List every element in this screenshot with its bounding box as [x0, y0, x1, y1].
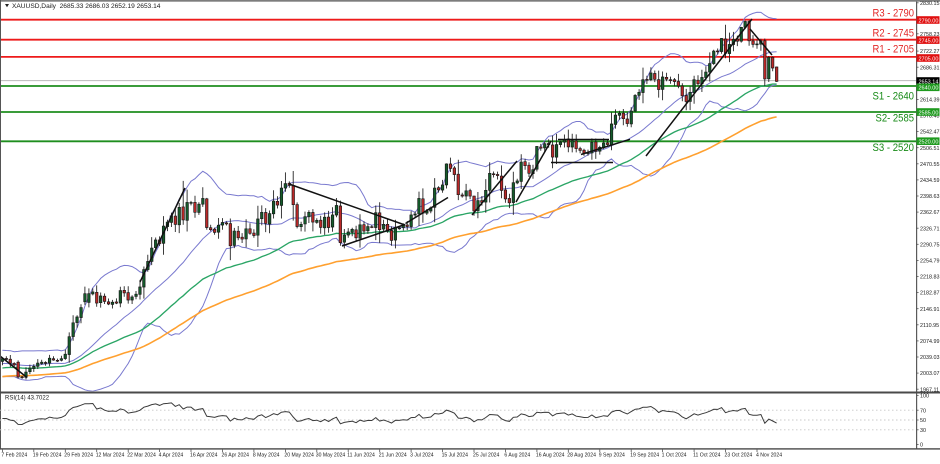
svg-text:2398.63: 2398.63: [920, 194, 940, 200]
svg-text:22 Mar 2024: 22 Mar 2024: [127, 453, 156, 459]
svg-text:2146.91: 2146.91: [920, 307, 940, 313]
svg-text:2542.47: 2542.47: [920, 130, 940, 136]
svg-text:2254.79: 2254.79: [920, 259, 940, 265]
svg-text:S2- 2585: S2- 2585: [876, 113, 915, 125]
svg-text:2003.07: 2003.07: [920, 371, 940, 377]
svg-text:2074.99: 2074.99: [920, 339, 940, 345]
svg-text:16 Aug 2024: 16 Aug 2024: [536, 453, 565, 459]
svg-text:19 Sep 2024: 19 Sep 2024: [630, 453, 659, 459]
svg-text:12 Mar 2024: 12 Mar 2024: [96, 453, 125, 459]
svg-text:20 May 2024: 20 May 2024: [284, 453, 314, 459]
svg-text:4 Apr 2024: 4 Apr 2024: [159, 453, 184, 459]
svg-text:XAUUSD,Daily 2685.33 2686.03: XAUUSD,Daily 2685.33 2686.03 2652.19 265…: [12, 3, 161, 10]
svg-text:2039.03: 2039.03: [920, 355, 940, 361]
svg-text:30 May 2024: 30 May 2024: [316, 453, 346, 459]
svg-text:0: 0: [920, 443, 923, 449]
svg-text:2520.00: 2520.00: [919, 140, 939, 146]
svg-text:2745.00: 2745.00: [919, 38, 939, 44]
svg-text:70: 70: [920, 408, 926, 414]
svg-text:2705.00: 2705.00: [919, 56, 939, 62]
svg-text:2326.71: 2326.71: [920, 226, 940, 232]
svg-text:19 Feb 2024: 19 Feb 2024: [33, 453, 62, 459]
svg-text:1 Oct 2024: 1 Oct 2024: [662, 453, 687, 459]
svg-text:R2 - 2745: R2 - 2745: [873, 27, 915, 39]
svg-text:2182.87: 2182.87: [920, 291, 940, 297]
svg-text:2686.31: 2686.31: [920, 65, 940, 71]
svg-text:8 May 2024: 8 May 2024: [253, 453, 280, 459]
svg-text:2722.27: 2722.27: [920, 49, 940, 55]
svg-text:29 Feb 2024: 29 Feb 2024: [64, 453, 93, 459]
svg-text:23 Oct 2024: 23 Oct 2024: [725, 453, 753, 459]
svg-text:2218.83: 2218.83: [920, 275, 940, 281]
svg-text:2578.43: 2578.43: [920, 114, 940, 120]
svg-text:2640.00: 2640.00: [919, 86, 939, 92]
svg-text:1967.11: 1967.11: [920, 387, 939, 393]
svg-text:21 Jun 2024: 21 Jun 2024: [379, 453, 407, 459]
svg-text:R1 - 2705: R1 - 2705: [873, 44, 915, 56]
svg-text:100: 100: [920, 394, 929, 400]
svg-text:25 Jul 2024: 25 Jul 2024: [473, 453, 500, 459]
svg-text:2434.59: 2434.59: [920, 178, 940, 184]
svg-text:2790.00: 2790.00: [919, 18, 939, 24]
svg-text:6 Aug 2024: 6 Aug 2024: [504, 453, 530, 459]
svg-text:15 Jul 2024: 15 Jul 2024: [442, 453, 469, 459]
svg-text:4 Nov 2024: 4 Nov 2024: [756, 453, 782, 459]
svg-text:2290.75: 2290.75: [920, 242, 940, 248]
svg-text:2585.00: 2585.00: [919, 110, 939, 116]
svg-text:2758.23: 2758.23: [920, 32, 940, 38]
svg-text:9 Sep 2024: 9 Sep 2024: [599, 453, 625, 459]
svg-text:50: 50: [920, 418, 926, 424]
svg-text:26 Apr 2024: 26 Apr 2024: [222, 453, 250, 459]
svg-text:S1 - 2640: S1 - 2640: [873, 91, 915, 103]
svg-text:S3 - 2520: S3 - 2520: [873, 142, 915, 154]
svg-text:2506.51: 2506.51: [920, 146, 940, 152]
svg-text:2110.95: 2110.95: [920, 323, 939, 329]
svg-text:30: 30: [920, 428, 926, 434]
svg-text:28 Aug 2024: 28 Aug 2024: [567, 453, 596, 459]
svg-text:11 Oct 2024: 11 Oct 2024: [693, 453, 721, 459]
svg-text:7 Feb 2024: 7 Feb 2024: [1, 453, 27, 459]
svg-text:3 Jul 2024: 3 Jul 2024: [410, 453, 434, 459]
svg-text:11 Jun 2024: 11 Jun 2024: [347, 453, 375, 459]
svg-text:R3 - 2790: R3 - 2790: [873, 8, 915, 20]
svg-text:2362.67: 2362.67: [920, 210, 940, 216]
svg-text:RSI(14) 43.7022: RSI(14) 43.7022: [5, 396, 50, 402]
svg-text:2830.15: 2830.15: [920, 1, 940, 7]
svg-text:2653.14: 2653.14: [919, 79, 939, 85]
svg-text:2614.39: 2614.39: [920, 98, 940, 104]
svg-text:16 Apr 2024: 16 Apr 2024: [190, 453, 218, 459]
svg-text:2470.55: 2470.55: [920, 162, 940, 168]
